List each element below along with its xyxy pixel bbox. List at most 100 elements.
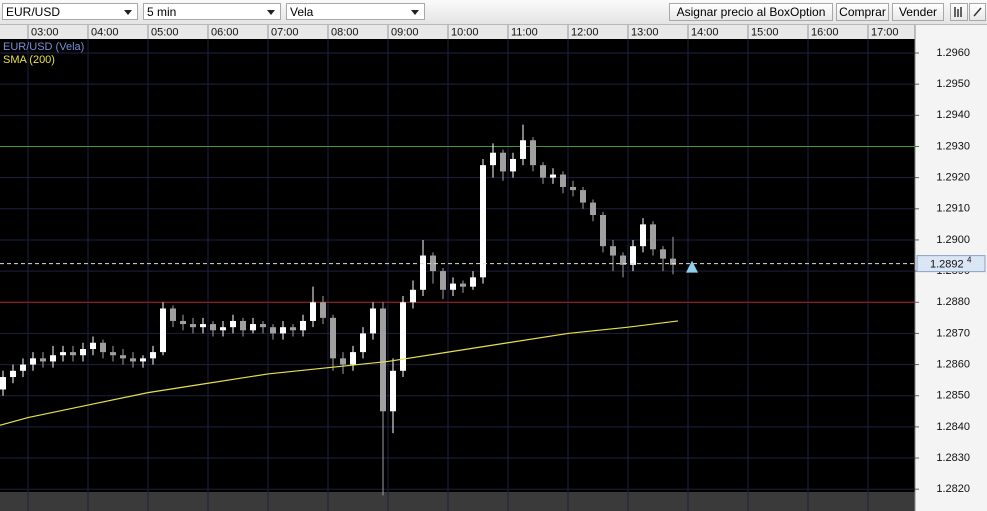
x-tick-label: 04:00 [91, 26, 119, 38]
candle-body [590, 202, 596, 216]
candle-body [620, 255, 626, 265]
candle-body [200, 324, 206, 328]
candle-body [650, 224, 656, 250]
current-price-marker [686, 260, 698, 273]
y-tick-label: 1.2950 [936, 78, 970, 90]
y-tick-label: 1.2840 [936, 421, 970, 433]
candle-body [430, 255, 436, 272]
candle-body [330, 317, 336, 359]
y-tick-label: 1.2920 [936, 172, 970, 184]
y-tick-label: 1.2910 [936, 203, 970, 215]
y-tick-label: 1.2870 [936, 327, 970, 339]
candle-body [120, 355, 126, 359]
x-tick-label: 17:00 [871, 26, 899, 38]
sma-line [0, 320, 679, 426]
candle-body [670, 258, 676, 265]
candle-body [660, 249, 666, 259]
candle-body [300, 320, 306, 331]
icon [954, 7, 962, 17]
style-select[interactable]: Vela [286, 3, 425, 20]
candle-body [160, 308, 166, 353]
candle-body [440, 271, 446, 290]
candle-body [130, 358, 136, 362]
x-tick-label: 08:00 [331, 26, 359, 38]
candle-body [350, 352, 356, 365]
candle-body [240, 320, 246, 331]
candle-body [180, 320, 186, 325]
x-tick-label: 10:00 [451, 26, 479, 38]
candle-body [510, 158, 516, 172]
candle-body [40, 358, 46, 362]
time-axis-bg [0, 25, 915, 39]
candle-body [190, 324, 196, 328]
candle-body [390, 370, 396, 412]
x-tick-label: 03:00 [31, 26, 59, 38]
toolbar: EUR/USD 5 min Vela Asignar precio al Box… [0, 0, 987, 25]
candle-body [530, 140, 536, 166]
candle-body [100, 342, 106, 353]
candle-body [460, 283, 466, 287]
x-tick-label: 14:00 [691, 26, 719, 38]
candle-body [410, 289, 416, 303]
x-tick-label: 15:00 [751, 26, 779, 38]
buy-button[interactable]: Comprar [836, 3, 889, 21]
candle-body [20, 364, 26, 371]
candle-body [640, 224, 646, 247]
candle-body [170, 308, 176, 321]
candle-body [580, 190, 586, 203]
candle-body [600, 215, 606, 247]
candle-body [230, 320, 236, 328]
candle-body [70, 352, 76, 356]
candle-body [210, 324, 216, 331]
sell-button[interactable]: Vender [892, 3, 944, 21]
candle-body [420, 255, 426, 290]
candle-body [630, 246, 636, 265]
y-tick-label: 1.2830 [936, 452, 970, 464]
x-tick-label: 07:00 [271, 26, 299, 38]
y-tick-label: 1.2860 [936, 358, 970, 370]
interval-select[interactable]: 5 min [143, 3, 281, 20]
candle-body [110, 352, 116, 356]
y-tick-label: 1.2940 [936, 109, 970, 121]
candle-body [360, 333, 366, 353]
x-tick-label: 12:00 [571, 26, 599, 38]
candle-body [370, 308, 376, 334]
candle-body [30, 358, 36, 365]
volume-strip [0, 492, 915, 511]
candle-body [560, 174, 566, 187]
candle-body [610, 246, 616, 256]
x-tick-label: 16:00 [811, 26, 839, 38]
candle-body [320, 302, 326, 318]
candle-body [140, 358, 146, 362]
candle-body [10, 370, 16, 378]
x-tick-label: 11:00 [511, 26, 538, 38]
legend-entry: SMA (200) [3, 54, 55, 66]
y-tick-label: 1.2880 [936, 296, 970, 308]
candle-body [480, 165, 486, 278]
candle-body [490, 152, 496, 166]
legend-entry: EUR/USD (Vela) [3, 41, 84, 53]
candle-body [550, 174, 556, 178]
candle-body [250, 324, 256, 331]
x-tick-label: 09:00 [391, 26, 419, 38]
y-tick-label: 1.2850 [936, 390, 970, 402]
boxoption-button[interactable]: Asignar precio al BoxOption [669, 3, 833, 21]
indicator-icon[interactable] [950, 3, 968, 21]
draw-icon[interactable] [969, 3, 986, 21]
candle-body [400, 302, 406, 371]
candle-body [290, 327, 296, 331]
candle-body [50, 355, 56, 362]
price-tag [916, 255, 986, 273]
x-tick-label: 06:00 [211, 26, 239, 38]
symbol-select[interactable]: EUR/USD [2, 3, 138, 20]
candle-body [310, 302, 316, 321]
y-tick-label: 1.2930 [936, 140, 970, 152]
candle-body [150, 352, 156, 359]
candle-body [450, 283, 456, 290]
candle-body [280, 327, 286, 334]
candle-body [220, 327, 226, 331]
candle-body [500, 152, 506, 172]
candle-body [80, 348, 86, 356]
